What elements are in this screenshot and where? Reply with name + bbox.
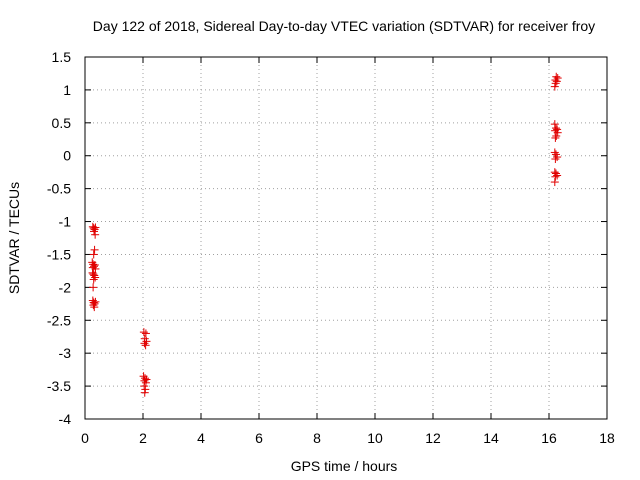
data-point [553,125,562,134]
data-point [90,245,99,254]
x-tick-label: 14 [483,430,499,446]
data-point [551,155,560,164]
data-point [550,82,559,91]
data-point [552,72,561,81]
data-point [550,148,559,157]
data-point [550,178,559,187]
y-tick-label: -4 [59,411,72,427]
data-point [89,250,98,259]
data-points [88,72,562,397]
data-point [91,223,100,232]
data-point [141,378,150,387]
x-tick-label: 4 [197,430,205,446]
data-point [89,227,98,236]
y-tick-label: -3.5 [47,378,71,394]
data-point [552,77,561,86]
x-tick-label: 6 [255,430,263,446]
data-point [90,225,99,234]
plot-frame [84,56,608,420]
y-tick-label: -1 [59,214,72,230]
data-point [90,303,99,312]
y-tick-label: -0.5 [47,181,71,197]
x-tick-label: 16 [541,430,557,446]
x-tick-label: 8 [313,430,321,446]
data-point [89,283,98,292]
chart-title: Day 122 of 2018, Sidereal Day-to-day VTE… [93,18,595,34]
data-point [551,133,560,142]
x-tick-label: 10 [367,430,383,446]
data-point [91,230,100,239]
data-point [141,341,150,350]
data-point [553,153,562,162]
data-point [139,328,148,337]
y-tick-label: -3 [59,345,72,361]
y-tick-label: 0.5 [52,115,72,131]
data-point [553,171,562,180]
x-tick-label: 18 [599,430,615,446]
data-point [140,339,149,348]
data-point [141,385,150,394]
data-point [551,169,560,178]
data-point [141,329,150,338]
y-tick-label: -2.5 [47,312,71,328]
data-point [90,271,99,280]
y-tick-label: 1 [63,82,71,98]
y-tick-label: 0 [63,148,71,164]
data-point [89,275,98,284]
x-axis-title: GPS time / hours [291,458,398,474]
grid-lines [85,57,607,419]
data-point [91,297,100,306]
data-point [551,172,560,181]
y-tick-label: -2 [59,279,72,295]
data-point [91,273,100,282]
x-tick-label: 12 [425,430,441,446]
x-axis-ticks: 0 2 4 6 8 10 12 14 16 18 [81,57,615,446]
data-point [140,382,149,391]
data-point [552,131,561,140]
y-tick-label: 1.5 [52,49,72,65]
data-point [142,375,151,384]
y-axis-title: SDTVAR / TECUs [6,182,22,294]
data-point [89,301,98,310]
data-point [140,388,149,397]
data-point [553,74,562,83]
y-tick-label: -1.5 [47,246,71,262]
x-tick-label: 2 [139,430,147,446]
x-tick-label: 0 [81,430,89,446]
y-axis-ticks: -4 -3.5 -3 -2.5 -2 -1.5 -1 -0.5 0 0.5 1 1.5 [47,49,607,427]
plot-border [84,56,608,420]
data-point [553,128,562,137]
data-point [142,337,151,346]
